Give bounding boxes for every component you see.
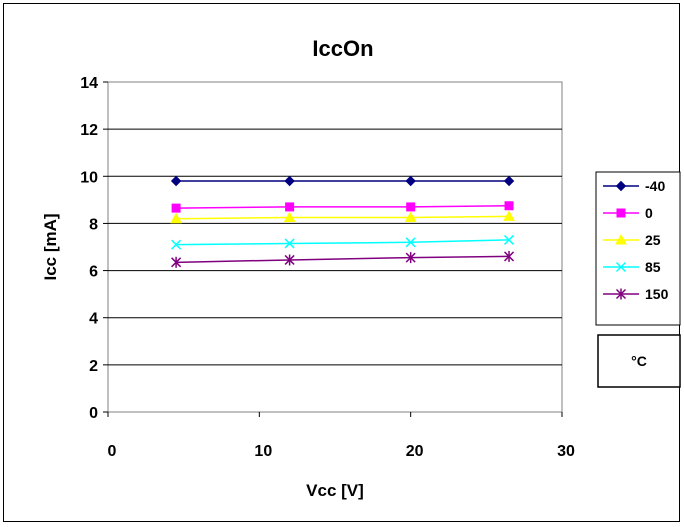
y-axis-ticks: 0 2 4 6 8 10 12 14 (80, 75, 108, 422)
x-tick-label: 30 (557, 443, 575, 460)
x-tick-label: 0 (108, 443, 117, 460)
legend-marker (615, 180, 627, 192)
legend-unit-label: °C (631, 353, 647, 369)
x-tick-label: 20 (406, 443, 424, 460)
data-point (171, 203, 181, 213)
series-line (176, 215, 510, 220)
data-point (504, 250, 515, 262)
y-axis-label: Icc [mA] (41, 213, 60, 280)
data-point (284, 175, 295, 187)
y-tick-label: 14 (80, 75, 98, 92)
legend-box (595, 171, 681, 326)
legend-label: 0 (645, 205, 653, 221)
legend-item: 150 (603, 286, 669, 302)
y-tick-label: 4 (89, 311, 98, 328)
data-point (503, 210, 515, 221)
legend-label: 150 (645, 286, 669, 302)
x-axis-ticks: 0 10 20 30 (107, 412, 575, 460)
data-point (405, 175, 416, 187)
data-point (171, 239, 182, 250)
data-point (285, 202, 295, 212)
data-point (504, 234, 515, 245)
legend-marker (615, 233, 627, 245)
grid-lines (108, 128, 562, 366)
y-tick-label: 12 (80, 122, 98, 139)
legend-item: 85 (603, 259, 661, 275)
series-line (176, 255, 510, 264)
series-0 (171, 201, 514, 213)
legend-label: 85 (645, 259, 661, 275)
legend-item: -40 (603, 178, 665, 194)
legend-label: -40 (645, 178, 665, 194)
series-line (176, 239, 510, 246)
legend-label: 25 (645, 232, 661, 248)
data-point (284, 238, 295, 249)
series-25 (170, 210, 515, 224)
series-150 (171, 250, 515, 268)
legend-item: 25 (603, 232, 661, 248)
data-point (405, 252, 416, 264)
legend-marker (615, 261, 627, 273)
y-tick-label: 6 (89, 264, 98, 281)
series-layer (170, 175, 515, 268)
legend: -40 0 25 85 150 (603, 178, 669, 302)
series-85 (171, 234, 515, 250)
legend-unit-box (597, 334, 681, 388)
data-point (170, 212, 182, 224)
x-axis-label: Vcc [V] (306, 481, 364, 500)
data-point (283, 211, 296, 223)
series-line (176, 205, 510, 209)
legend-marker (616, 208, 626, 218)
legend-item: 0 (603, 205, 653, 221)
data-point (171, 256, 182, 268)
data-point (503, 175, 515, 187)
plot-area (107, 81, 563, 413)
y-tick-label: 0 (89, 405, 98, 422)
data-point (504, 201, 514, 211)
y-tick-label: 2 (89, 358, 98, 375)
x-tick-label: 10 (254, 443, 272, 460)
y-tick-label: 10 (80, 169, 98, 186)
y-tick-label: 8 (89, 216, 98, 233)
data-point (284, 254, 295, 266)
legend-marker (615, 288, 627, 300)
data-point (405, 237, 416, 248)
data-point (406, 202, 416, 212)
data-point (404, 211, 417, 223)
data-point (170, 175, 182, 187)
series--40 (170, 175, 515, 187)
chart-title: IccOn (312, 36, 373, 61)
